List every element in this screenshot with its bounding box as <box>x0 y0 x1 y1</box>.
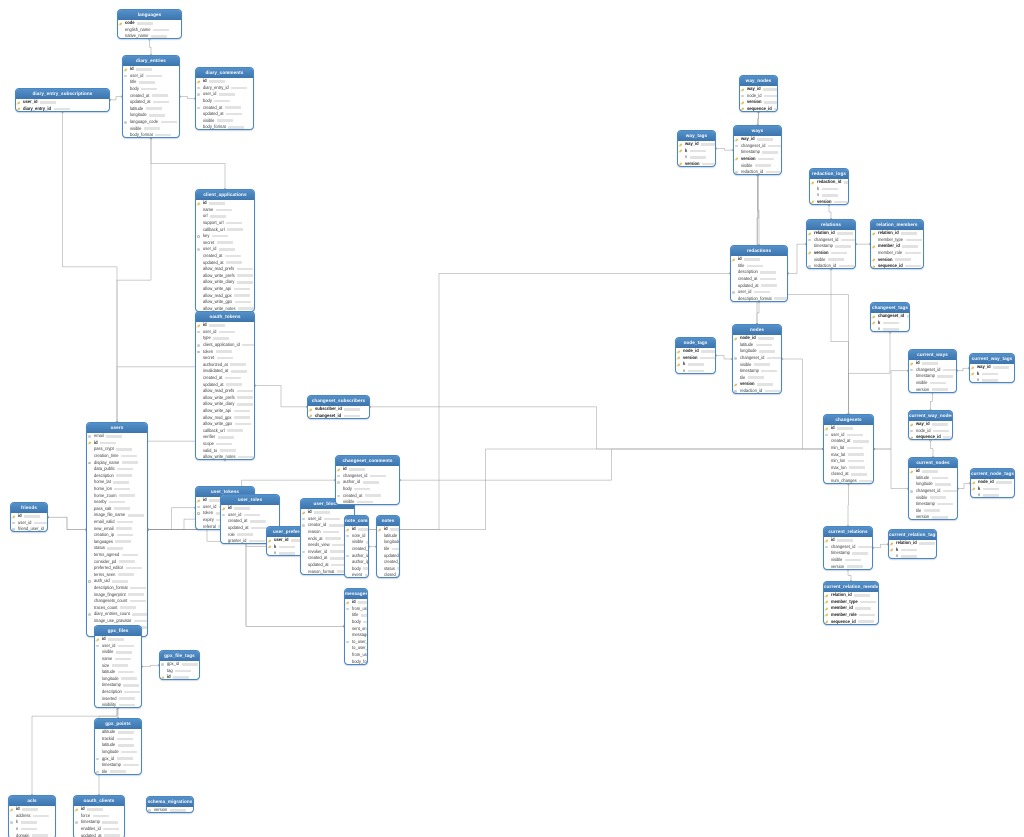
redaction_logs: redaction_logs redaction_id k v version <box>809 168 849 205</box>
gpx_points: gpx_points altitude trackid latitude lon… <box>94 718 142 775</box>
relation_members: relation_members relation_id member_type… <box>870 219 924 269</box>
nodes: nodes node_id latitude longitude changes… <box>732 324 782 394</box>
gpx_files: gpx_files id user_id visible name size l… <box>94 625 142 708</box>
node_tags: node_tags node_id version k v <box>675 337 716 374</box>
current_nodes: current_nodes id latitude longitude chan… <box>908 457 958 520</box>
current_relations: current_relations id changeset_id timest… <box>823 526 873 570</box>
oauth_tokens: oauth_tokens id user_id type client_appl… <box>195 311 255 460</box>
changesets: changesets id user_id created_at min_lat… <box>823 414 874 484</box>
way_tags: way_tags way_id k v version <box>677 130 716 167</box>
diary_entry_subscriptions: diary_entry_subscriptions user_id diary_… <box>15 88 110 112</box>
ways: ways way_id changeset_id timestamp versi… <box>733 125 782 175</box>
diary_entries: diary_entries id user_id title body crea… <box>122 55 180 138</box>
notes: notes id latitude longitude tile updated… <box>376 515 400 578</box>
current_relation_tags: current_relation_tags relation_id k v <box>888 529 937 559</box>
relations: relations relation_id changeset_id times… <box>806 219 856 269</box>
acls: acls id address k v domain <box>8 795 56 837</box>
oauth_clients: oauth_clients id force timestamp enables… <box>73 795 125 837</box>
current_ways: current_ways id changeset_id timestamp v… <box>908 349 957 393</box>
changeset_tags: changeset_tags changeset_id k v <box>870 302 910 332</box>
diary_comments: diary_comments id diary_entry_id user_id… <box>195 67 254 130</box>
current_way_tags: current_way_tags way_id k v <box>969 353 1015 383</box>
messages: messages id from_user_id title body sent… <box>344 588 368 665</box>
friends: friends id user_id friend_user_id <box>10 502 48 532</box>
redactions: redactions id title description created_… <box>730 245 788 302</box>
changeset_subscribers: changeset_subscribers subscriber_id chan… <box>307 395 370 419</box>
gpx_file_tags: gpx_file_tags gpx_id tag id <box>159 650 200 680</box>
current_relation_members: current_relation_members relation_id mem… <box>823 581 879 625</box>
schema_migrations: schema_migrations version <box>146 796 194 813</box>
way_nodes: way_nodes way_id node_id version sequenc… <box>739 75 778 112</box>
note_comments: note_comments id note_id visible created… <box>344 515 369 578</box>
users: users email id pass_crypt creation_time … <box>86 422 148 637</box>
client_applications: client_applications id name url support_… <box>195 189 255 312</box>
changeset_comments: changeset_comments id changeset_id autho… <box>335 455 400 505</box>
current_way_nodes: current_way_nodes way_id node_id sequenc… <box>908 410 953 440</box>
current_node_tags: current_node_tags node_id k v <box>970 468 1015 498</box>
languages: languages code english_name native_name <box>117 9 182 39</box>
